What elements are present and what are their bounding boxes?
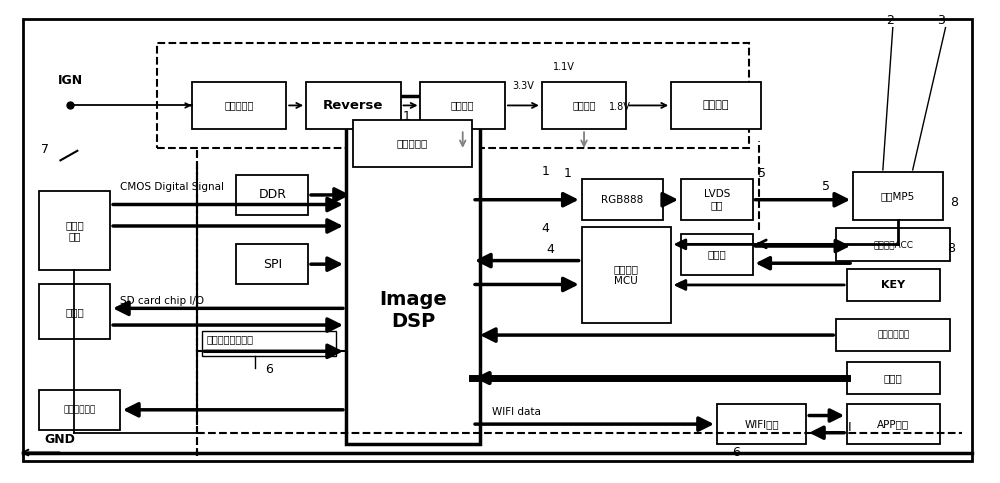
FancyBboxPatch shape: [847, 404, 940, 444]
Text: 6: 6: [732, 446, 740, 459]
Text: 显示灯: 显示灯: [884, 373, 903, 383]
Text: 8: 8: [950, 196, 958, 209]
Text: DDR: DDR: [258, 188, 286, 201]
Text: 1.8V: 1.8V: [609, 102, 631, 112]
Text: 1.1V: 1.1V: [553, 62, 575, 71]
Text: 重力加速度传感器: 重力加速度传感器: [207, 334, 254, 344]
FancyBboxPatch shape: [836, 319, 950, 351]
Text: LVDS
芯片: LVDS 芯片: [704, 189, 730, 211]
Text: 声音输入设备: 声音输入设备: [877, 330, 909, 340]
FancyBboxPatch shape: [681, 179, 753, 220]
Text: 开关电源: 开关电源: [572, 100, 596, 111]
FancyBboxPatch shape: [420, 82, 505, 129]
FancyBboxPatch shape: [157, 43, 749, 148]
FancyBboxPatch shape: [847, 269, 940, 301]
Text: 车载MP5: 车载MP5: [881, 191, 915, 201]
Text: APP软件: APP软件: [877, 419, 909, 429]
Text: GND: GND: [45, 433, 75, 446]
Text: 5: 5: [758, 167, 766, 180]
Text: WIFI data: WIFI data: [492, 407, 541, 416]
FancyBboxPatch shape: [39, 284, 110, 340]
Text: 5: 5: [822, 180, 830, 193]
FancyBboxPatch shape: [847, 362, 940, 394]
FancyBboxPatch shape: [836, 228, 950, 261]
Text: 3: 3: [938, 14, 945, 27]
FancyBboxPatch shape: [306, 82, 401, 129]
Text: Image
DSP: Image DSP: [379, 290, 447, 331]
FancyBboxPatch shape: [582, 179, 663, 220]
Text: 存储卡: 存储卡: [65, 307, 84, 317]
FancyBboxPatch shape: [671, 82, 761, 129]
Text: 3.3V: 3.3V: [512, 81, 534, 91]
Text: IGN: IGN: [57, 74, 83, 87]
FancyBboxPatch shape: [681, 234, 753, 275]
FancyBboxPatch shape: [39, 389, 120, 430]
FancyBboxPatch shape: [192, 82, 286, 129]
Text: 1: 1: [542, 165, 550, 178]
Text: 7: 7: [41, 143, 49, 156]
Text: 8: 8: [948, 242, 956, 255]
Text: 电源模块: 电源模块: [703, 100, 729, 111]
Text: 4: 4: [542, 222, 550, 235]
FancyBboxPatch shape: [542, 82, 626, 129]
Text: 开关电源: 开关电源: [451, 100, 474, 111]
FancyBboxPatch shape: [346, 96, 480, 444]
FancyBboxPatch shape: [39, 191, 110, 270]
FancyBboxPatch shape: [853, 172, 943, 220]
FancyBboxPatch shape: [353, 120, 472, 168]
Text: CMOS Digital Signal: CMOS Digital Signal: [120, 182, 224, 192]
FancyBboxPatch shape: [23, 19, 972, 461]
Text: SPI: SPI: [263, 257, 282, 270]
Text: 1: 1: [403, 110, 411, 123]
Text: 收发器: 收发器: [707, 250, 726, 260]
Text: 抗干扰器件: 抗干扰器件: [224, 100, 254, 111]
Text: Reverse: Reverse: [323, 99, 384, 112]
Text: 声音输出设备: 声音输出设备: [63, 405, 95, 414]
Text: 图像处理器: 图像处理器: [397, 139, 428, 149]
Text: RGB888: RGB888: [601, 195, 643, 205]
Text: 图像传
感器: 图像传 感器: [65, 220, 84, 242]
Text: 6: 6: [265, 363, 273, 376]
Text: 2: 2: [886, 14, 894, 27]
FancyBboxPatch shape: [717, 404, 806, 444]
Text: 1: 1: [564, 167, 572, 180]
FancyBboxPatch shape: [236, 244, 308, 284]
Text: 4: 4: [547, 243, 555, 256]
Text: 点火开关ACC: 点火开关ACC: [873, 240, 913, 249]
Text: 控电单元
MCU: 控电单元 MCU: [614, 264, 639, 286]
Text: SD card chip I/O: SD card chip I/O: [120, 296, 204, 306]
FancyBboxPatch shape: [582, 227, 671, 323]
Text: WIFI模块: WIFI模块: [744, 419, 779, 429]
Text: I: I: [848, 421, 852, 434]
FancyBboxPatch shape: [202, 331, 336, 356]
Text: KEY: KEY: [881, 280, 905, 290]
FancyBboxPatch shape: [236, 175, 308, 215]
